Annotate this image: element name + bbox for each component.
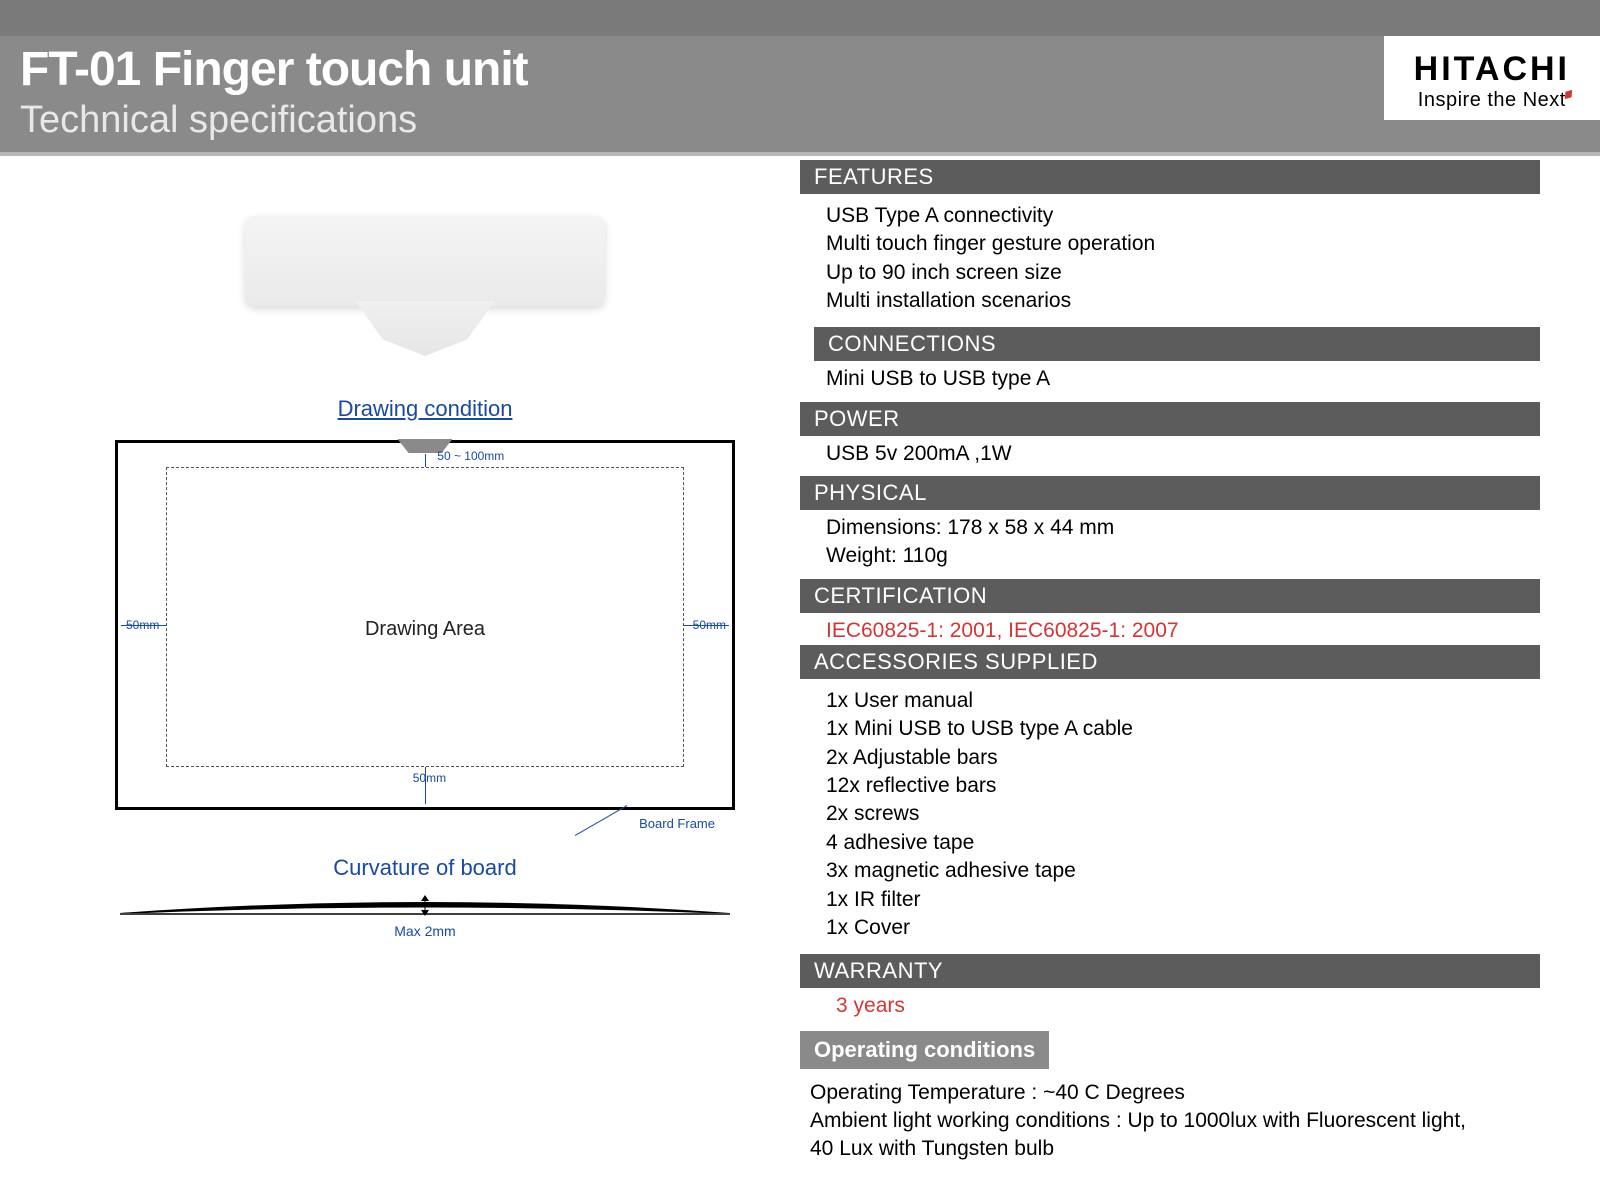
features-body: USB Type A connectivity Multi touch fing… (800, 194, 1540, 323)
accessories-body: 1x User manual 1x Mini USB to USB type A… (800, 679, 1540, 950)
operating-line: Ambient light working conditions : Up to… (810, 1107, 1540, 1135)
feature-line: USB Type A connectivity (826, 202, 1540, 230)
feature-line: Multi touch finger gesture operation (826, 230, 1540, 258)
page-title: FT-01 Finger touch unit (20, 42, 1580, 97)
accessory-line: 1x Cover (826, 914, 1540, 942)
header: FT-01 Finger touch unit Technical specif… (0, 36, 1600, 152)
brand-logo: HITACHI Inspire the Next (1384, 36, 1600, 120)
power-body: USB 5v 200mA ,1W (800, 436, 1540, 472)
dim-bottom-label: 50mm (413, 771, 446, 785)
operating-line: Operating Temperature : ~40 C Degrees (810, 1079, 1540, 1107)
curvature-title: Curvature of board (80, 855, 770, 881)
accessory-line: 4 adhesive tape (826, 829, 1540, 857)
certification-header: CERTIFICATION (800, 579, 1540, 613)
page-subtitle: Technical specifications (20, 99, 1580, 142)
accessory-line: 2x Adjustable bars (826, 744, 1540, 772)
connections-header: CONNECTIONS (814, 327, 1540, 361)
accessory-line: 1x Mini USB to USB type A cable (826, 715, 1540, 743)
accessory-line: 1x User manual (826, 687, 1540, 715)
warranty-body: 3 years (800, 988, 1540, 1024)
feature-line: Up to 90 inch screen size (826, 259, 1540, 287)
features-header: FEATURES (800, 160, 1540, 194)
curvature-diagram (115, 889, 735, 919)
drawing-diagram: 50 ~ 100mm 50mm 50mm 50mm Drawing Area (115, 440, 735, 810)
operating-line: 40 Lux with Tungsten bulb (810, 1135, 1540, 1163)
accessory-line: 2x screws (826, 800, 1540, 828)
drawing-area-label: Drawing Area (118, 618, 732, 641)
warranty-header: WARRANTY (800, 954, 1540, 988)
physical-header: PHYSICAL (800, 476, 1540, 510)
content-area: Drawing condition 50 ~ 100mm 50mm 50mm 5… (0, 156, 1600, 1164)
power-header: POWER (800, 402, 1540, 436)
right-column: FEATURES USB Type A connectivity Multi t… (800, 156, 1600, 1164)
accessory-line: 12x reflective bars (826, 772, 1540, 800)
logo-tagline: Inspire the Next (1414, 89, 1570, 112)
physical-body: Dimensions: 178 x 58 x 44 mm Weight: 110… (800, 510, 1540, 575)
drawing-condition-title: Drawing condition (80, 396, 770, 422)
accessory-line: 1x IR filter (826, 886, 1540, 914)
operating-conditions-header: Operating conditions (800, 1031, 1049, 1069)
dimensions-line: Dimensions: 178 x 58 x 44 mm (826, 514, 1540, 542)
logo-main-text: HITACHI (1414, 50, 1570, 89)
dim-top-label: 50 ~ 100mm (437, 449, 504, 463)
left-column: Drawing condition 50 ~ 100mm 50mm 50mm 5… (0, 156, 800, 1164)
accessories-header: ACCESSORIES SUPPLIED (800, 645, 1540, 679)
curvature-max-label: Max 2mm (80, 923, 770, 939)
accessory-line: 3x magnetic adhesive tape (826, 857, 1540, 885)
weight-line: Weight: 110g (826, 542, 1540, 570)
product-image (245, 216, 605, 356)
feature-line: Multi installation scenarios (826, 287, 1540, 315)
operating-conditions-body: Operating Temperature : ~40 C Degrees Am… (800, 1069, 1540, 1164)
certification-body: IEC60825-1: 2001, IEC60825-1: 2007 (800, 613, 1540, 649)
connections-body: Mini USB to USB type A (800, 361, 1540, 397)
board-frame-label: Board Frame (115, 816, 735, 831)
top-gray-bar (0, 0, 1600, 36)
